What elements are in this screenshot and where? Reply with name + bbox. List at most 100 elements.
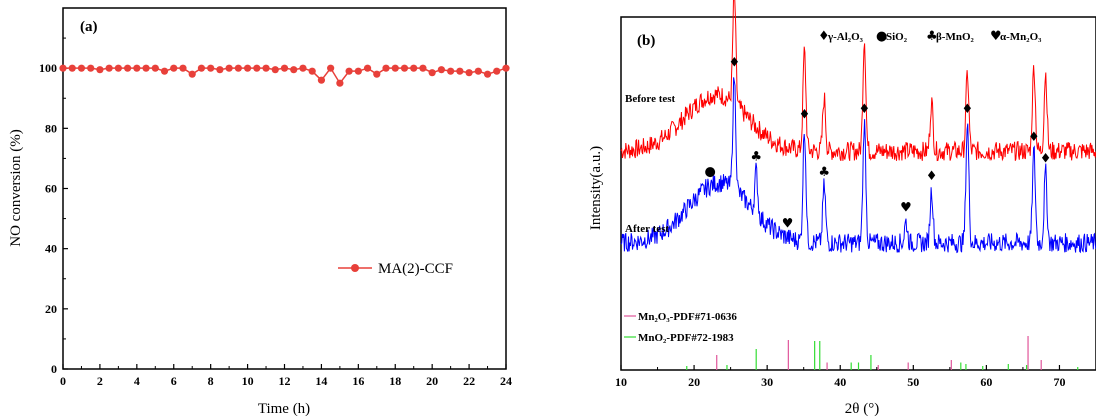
x-tick-label: 4 (134, 374, 140, 388)
x-tick-label: 12 (279, 374, 291, 388)
y-tick-label: 20 (45, 302, 57, 316)
phase-legend-symbol: ♥ (990, 29, 1002, 44)
x-tick-label: 50 (907, 375, 919, 389)
x-tick-label: 24 (500, 374, 512, 388)
x-tick-label: 6 (171, 374, 177, 388)
data-point (465, 69, 473, 77)
panel-b-peak-markers: ●♦♣♥♦♣♦♥♦♦♦♦ (704, 55, 1051, 231)
x-tick-label: 60 (980, 375, 992, 389)
data-point (410, 64, 418, 72)
data-point (68, 64, 76, 72)
data-point (447, 67, 455, 75)
panel-a-x-axis-title: Time (h) (258, 401, 310, 417)
ref-legend-mno2: MnO₂-PDF#72-1983 (638, 332, 734, 344)
peak-marker: ♦ (1028, 130, 1040, 145)
data-point (437, 66, 445, 74)
data-point (428, 69, 436, 77)
panel-b-y-axis-title: Intensity(a.u.) (588, 146, 604, 230)
data-point (271, 66, 279, 74)
panel-a-series (59, 64, 510, 87)
panel-b-ticks: 10 20 30 40 50 60 70 (615, 365, 1065, 389)
panel-b-x-axis-title: 2θ (°) (845, 401, 879, 417)
data-point (151, 64, 159, 72)
peak-marker: ♦ (962, 102, 974, 117)
data-point (456, 67, 464, 75)
x-tick-label: 14 (315, 374, 327, 388)
peak-marker: ♦ (728, 55, 740, 70)
legend-series-name: MA(2)-CCF (378, 261, 453, 277)
xrd-trace (620, 0, 1096, 162)
data-point (345, 67, 353, 75)
x-tick-label: 30 (761, 375, 773, 389)
data-point (216, 66, 224, 74)
panel-b-series (620, 0, 1096, 254)
data-point (105, 64, 113, 72)
data-point (299, 64, 307, 72)
data-point (188, 70, 196, 78)
xrd-trace (620, 77, 1096, 254)
data-point (234, 64, 242, 72)
panel-a-y-axis-title: NO conversion (%) (8, 129, 24, 246)
after-test-label: After test (625, 223, 669, 235)
x-tick-label: 22 (463, 374, 475, 388)
data-point (373, 70, 381, 78)
x-tick-label: 8 (208, 374, 214, 388)
data-point (170, 64, 178, 72)
data-point (114, 64, 122, 72)
peak-marker: ♦ (859, 102, 871, 117)
y-tick-label: 80 (45, 121, 57, 135)
data-point (160, 67, 169, 75)
data-point (262, 64, 270, 72)
peak-marker: ● (704, 165, 715, 180)
phase-legend-symbol: ♦ (818, 29, 830, 44)
peak-marker: ♦ (1040, 151, 1052, 166)
phase-legend-label: SiO₂ (886, 31, 908, 43)
data-point (483, 70, 492, 78)
data-point (253, 64, 261, 72)
data-point (317, 76, 326, 84)
phase-legend-label: β-MnO₂ (936, 31, 975, 43)
legend-marker (351, 264, 359, 272)
peak-marker: ♥ (782, 216, 794, 231)
data-point (290, 66, 298, 74)
panel-b-reference-legend: Mn₂O₃-PDF#71-0636 MnO₂-PDF#72-1983 (624, 311, 737, 344)
y-tick-label: 60 (45, 182, 57, 196)
data-point (225, 64, 233, 72)
y-tick-label: 100 (39, 61, 57, 75)
x-tick-label: 2 (97, 374, 103, 388)
panel-a-plot-frame (62, 7, 507, 370)
data-point (179, 64, 187, 72)
x-tick-label: 20 (688, 375, 700, 389)
data-point (419, 64, 427, 72)
data-point (354, 67, 362, 75)
x-tick-label: 40 (834, 375, 846, 389)
data-point (336, 79, 344, 87)
data-point (142, 64, 150, 72)
x-tick-label: 18 (389, 374, 401, 388)
data-point (493, 67, 501, 75)
ref-legend-mn2o3: Mn₂O₃-PDF#71-0636 (638, 311, 737, 323)
data-point (308, 67, 316, 75)
data-point (133, 64, 141, 72)
data-point (502, 64, 510, 72)
data-point (382, 64, 390, 72)
data-point (327, 64, 335, 72)
data-point (124, 64, 132, 72)
x-tick-label: 20 (426, 374, 438, 388)
data-point (243, 64, 252, 72)
x-tick-label: 16 (352, 374, 364, 388)
panel-a-label: (a) (80, 19, 98, 35)
data-point (400, 64, 409, 72)
phase-legend-symbol: ♣ (926, 29, 938, 44)
panel-b-phase-legend: ♦γ-Al₂O₃ ●SiO₂ ♣β-MnO₂ ♥α-Mn₂O₃ (818, 29, 1042, 44)
data-point (77, 64, 86, 72)
phase-legend-symbol: ● (876, 29, 887, 44)
data-point (59, 64, 67, 72)
panel-b-label: (b) (637, 33, 655, 49)
data-point (87, 64, 95, 72)
peak-marker: ♦ (926, 169, 938, 184)
phase-legend-label: γ-Al₂O₃ (827, 31, 864, 43)
